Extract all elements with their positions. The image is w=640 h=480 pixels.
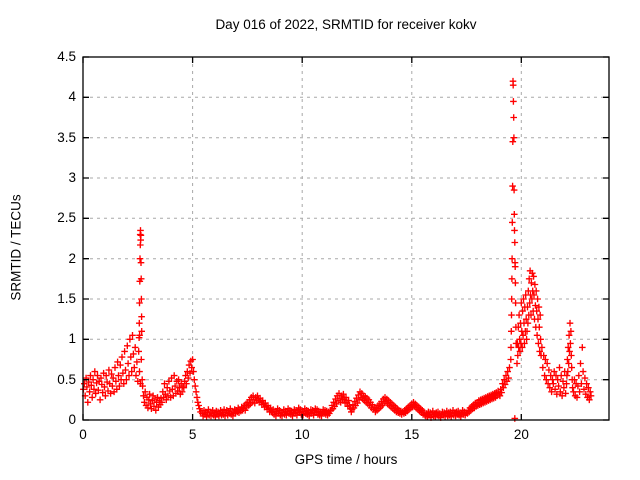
x-axis-title: GPS time / hours [294, 452, 398, 467]
x-tick-label: 5 [188, 427, 197, 442]
x-tick-label: 15 [404, 427, 420, 442]
grid-lines [83, 57, 609, 420]
chart-title: Day 016 of 2022, SRMTID for receiver kok… [215, 17, 477, 32]
axis-ticks [82, 56, 609, 421]
y-tick-label: 2 [68, 250, 76, 266]
plot-border [82, 56, 610, 421]
x-tick-label: 10 [294, 427, 310, 442]
y-tick-label: 1 [68, 331, 76, 347]
y-tick-label: 0.5 [57, 371, 76, 387]
y-tick-label: 0 [68, 412, 76, 427]
y-tick-label: 1.5 [57, 291, 76, 306]
scatter-points [80, 77, 595, 422]
x-tick-label: 0 [79, 427, 87, 442]
y-tick-label: 4 [68, 89, 76, 105]
y-tick-label: 3 [68, 170, 76, 185]
y-tick-label: 3.5 [57, 129, 76, 145]
y-tick-label: 4.5 [57, 49, 76, 64]
y-tick-label: 2.5 [57, 210, 76, 226]
x-tick-label: 20 [513, 427, 529, 442]
